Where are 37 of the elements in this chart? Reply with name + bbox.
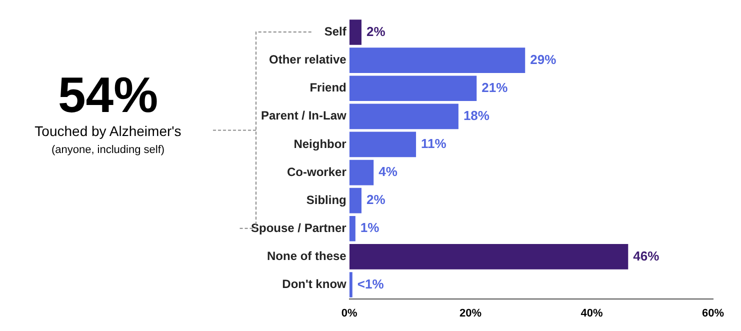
- bar: [349, 244, 628, 270]
- bar: [349, 272, 352, 298]
- data-label: <1%: [357, 276, 384, 292]
- y-tick-label: Co-worker: [287, 164, 347, 179]
- y-tick-label: Self: [324, 24, 348, 39]
- y-tick-label: Spouse / Partner: [250, 220, 347, 235]
- y-tick-label: Other relative: [268, 52, 347, 67]
- y-tick-label: Parent / In-Law: [261, 108, 348, 123]
- bar: [349, 76, 477, 102]
- data-label: 2%: [366, 192, 386, 208]
- data-label: 46%: [633, 248, 660, 264]
- data-label: 11%: [421, 136, 447, 152]
- data-label: 1%: [360, 220, 380, 236]
- y-tick-label: Sibling: [306, 192, 346, 207]
- data-label: 2%: [366, 24, 386, 39]
- text: (anyone, including self): [50, 143, 166, 158]
- y-tick-label: Neighbor: [294, 136, 347, 151]
- data-label: 29%: [530, 52, 557, 67]
- text: 54%: [56, 67, 160, 124]
- bar: [349, 104, 458, 130]
- y-tick-label: Friend: [310, 80, 346, 95]
- data-label: 4%: [378, 164, 398, 180]
- x-tick-label: 20%: [460, 307, 482, 320]
- text: Touched by Alzheimer's: [34, 122, 182, 140]
- data-label: 21%: [482, 80, 508, 95]
- x-tick-label: 60%: [702, 307, 724, 320]
- x-tick-label: 0%: [341, 307, 358, 320]
- y-tick-label: Don't know: [282, 277, 348, 292]
- bar: [349, 188, 362, 214]
- bar: [349, 48, 526, 73]
- x-tick-label: 40%: [580, 307, 604, 320]
- bar: [349, 216, 356, 242]
- bar: [349, 160, 374, 186]
- data-label: 18%: [463, 108, 490, 123]
- y-tick-label: None of these: [267, 249, 347, 264]
- bar: [349, 20, 362, 45]
- bar: [349, 132, 416, 158]
